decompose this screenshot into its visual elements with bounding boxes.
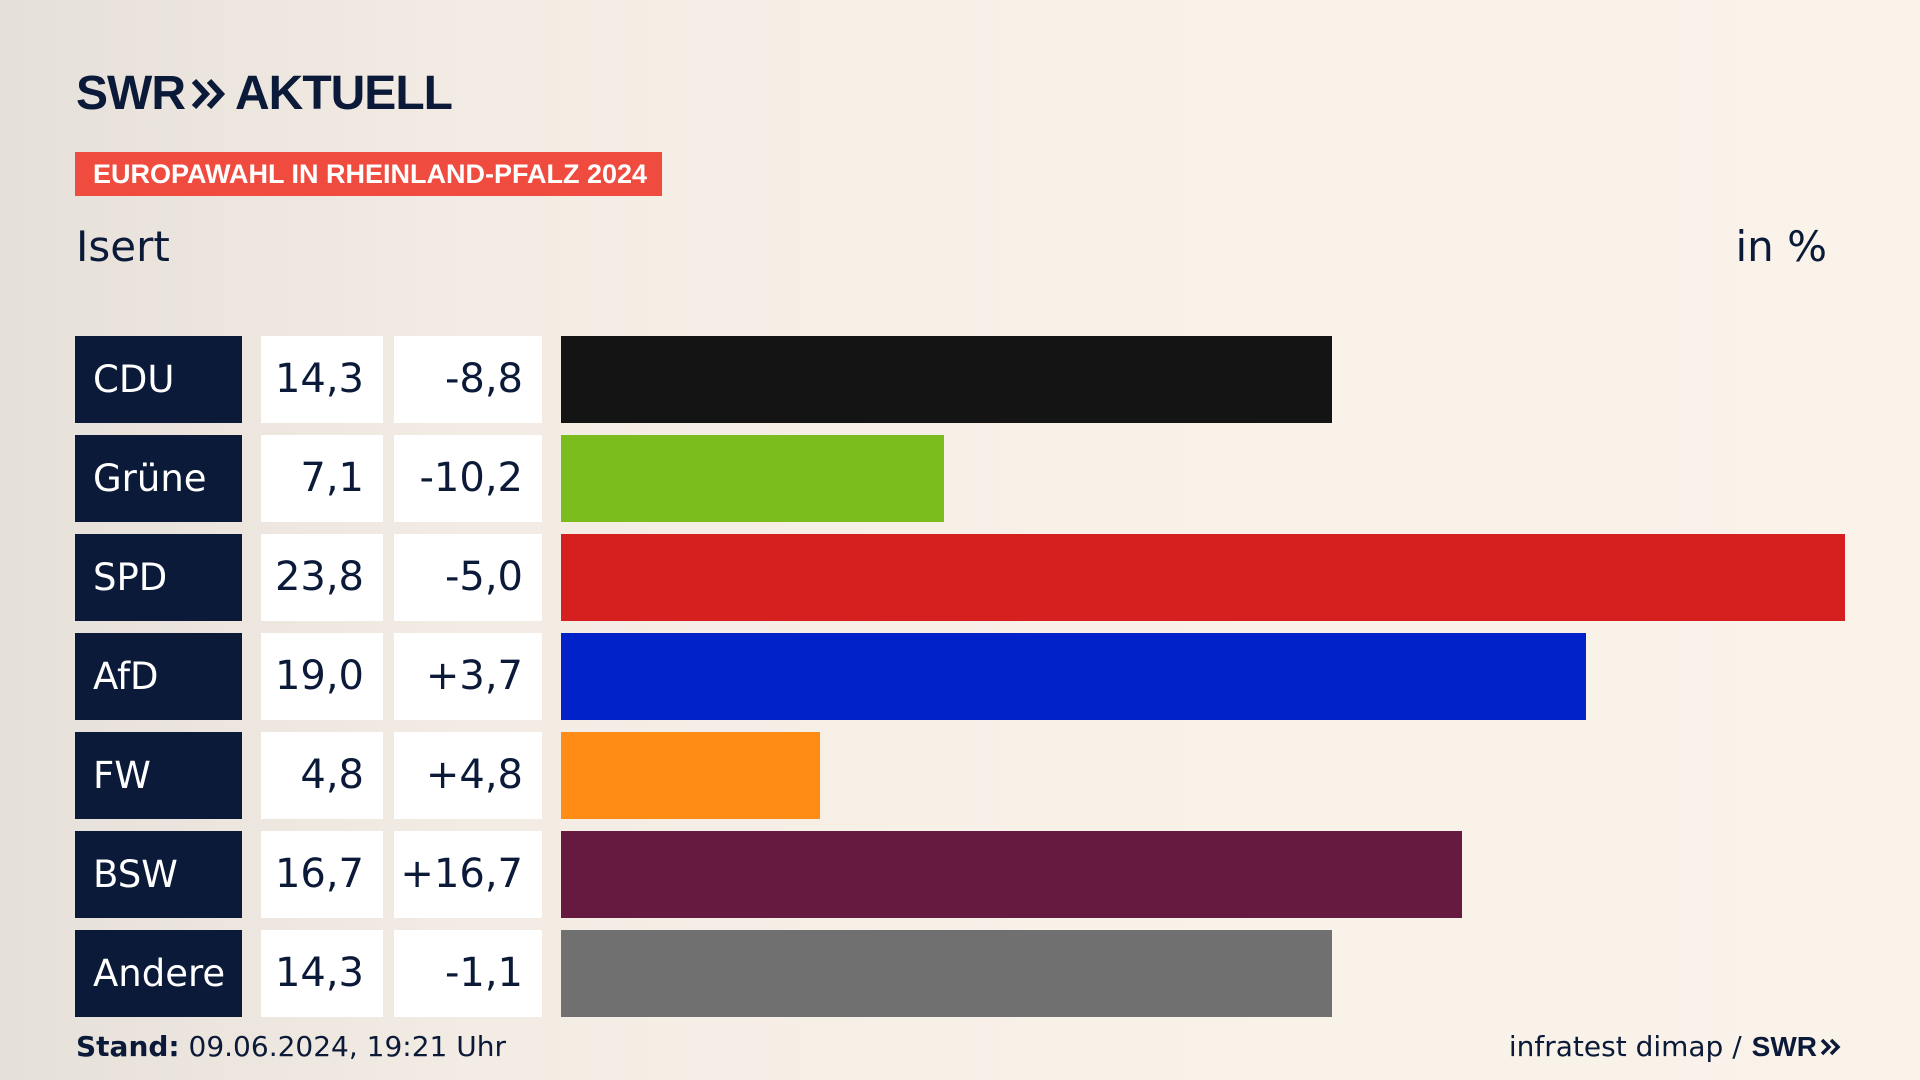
change-label: +16,7 bbox=[394, 831, 542, 918]
source-swr-logo: SWR bbox=[1752, 1031, 1842, 1063]
chart-row: Grüne 7,1 -10,2 bbox=[0, 435, 1920, 522]
value-label: 14,3 bbox=[261, 930, 383, 1017]
source-text: infratest dimap / bbox=[1508, 1030, 1742, 1063]
party-label: Grüne bbox=[75, 435, 242, 522]
bar bbox=[561, 534, 1845, 621]
value-label: 19,0 bbox=[261, 633, 383, 720]
timestamp: Stand: 09.06.2024, 19:21 Uhr bbox=[76, 1030, 506, 1063]
value-label: 23,8 bbox=[261, 534, 383, 621]
change-label: +3,7 bbox=[394, 633, 542, 720]
chart-row: FW 4,8 +4,8 bbox=[0, 732, 1920, 819]
party-label: CDU bbox=[75, 336, 242, 423]
stand-label: Stand: bbox=[76, 1030, 180, 1063]
logo-aktuell-text: AKTUELL bbox=[234, 67, 453, 120]
bar bbox=[561, 435, 944, 522]
chart-row: SPD 23,8 -5,0 bbox=[0, 534, 1920, 621]
double-chevron-icon bbox=[191, 77, 227, 111]
chart-row: AfD 19,0 +3,7 bbox=[0, 633, 1920, 720]
value-label: 4,8 bbox=[261, 732, 383, 819]
source-credit: infratest dimap / SWR bbox=[1509, 1030, 1842, 1063]
region-title: Isert bbox=[76, 222, 170, 271]
chart-row: Andere 14,3 -1,1 bbox=[0, 930, 1920, 1017]
party-label: FW bbox=[75, 732, 242, 819]
election-banner: EUROPAWAHL IN RHEINLAND-PFALZ 2024 bbox=[75, 152, 662, 196]
stand-value: 09.06.2024, 19:21 Uhr bbox=[188, 1030, 506, 1063]
value-label: 14,3 bbox=[261, 336, 383, 423]
bar bbox=[561, 831, 1462, 918]
change-label: -5,0 bbox=[394, 534, 542, 621]
bar bbox=[561, 732, 820, 819]
change-label: -10,2 bbox=[394, 435, 542, 522]
source-swr-text: SWR bbox=[1751, 1030, 1817, 1062]
value-label: 16,7 bbox=[261, 831, 383, 918]
party-label: Andere bbox=[75, 930, 242, 1017]
change-label: -8,8 bbox=[394, 336, 542, 423]
party-label: AfD bbox=[75, 633, 242, 720]
chart-row: CDU 14,3 -8,8 bbox=[0, 336, 1920, 423]
unit-label: in % bbox=[1735, 222, 1827, 271]
chart-row: BSW 16,7 +16,7 bbox=[0, 831, 1920, 918]
bar bbox=[561, 930, 1332, 1017]
bar bbox=[561, 336, 1332, 423]
logo-swr-text: SWR bbox=[76, 67, 186, 120]
value-label: 7,1 bbox=[261, 435, 383, 522]
party-label: SPD bbox=[75, 534, 242, 621]
source-chevron-icon bbox=[1820, 1038, 1841, 1055]
party-label: BSW bbox=[75, 831, 242, 918]
bar bbox=[561, 633, 1586, 720]
change-label: -1,1 bbox=[394, 930, 542, 1017]
change-label: +4,8 bbox=[394, 732, 542, 819]
swr-aktuell-logo: SWR AKTUELL bbox=[76, 66, 453, 121]
